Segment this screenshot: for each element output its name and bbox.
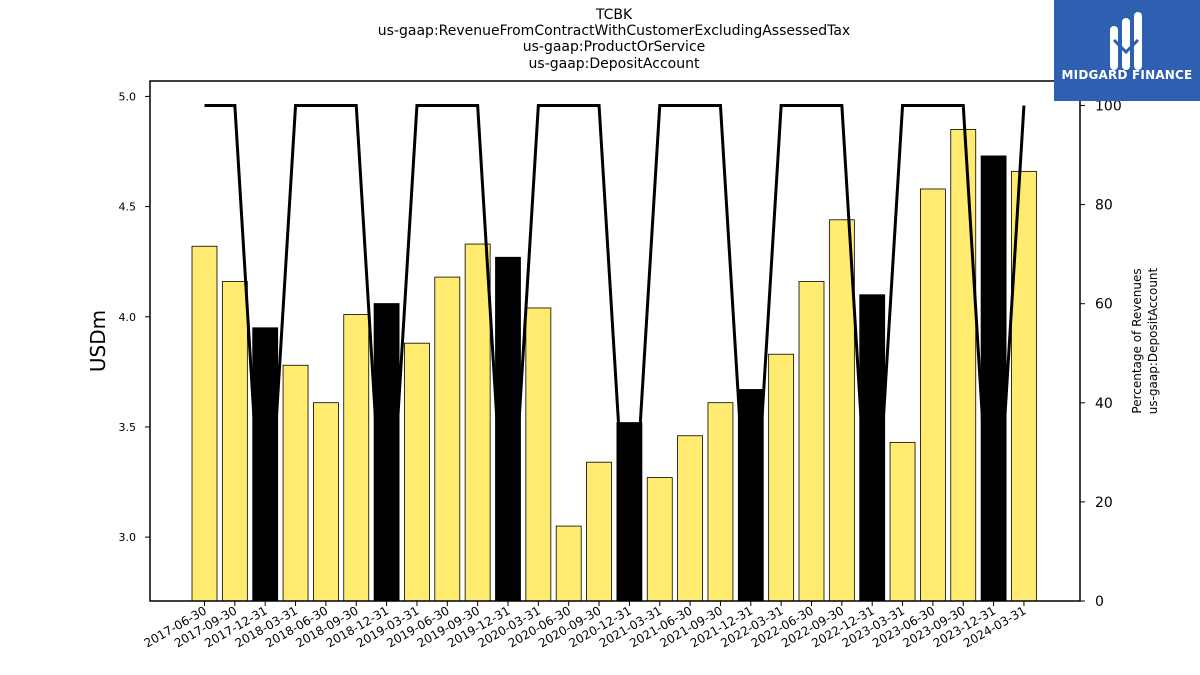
bar <box>950 129 977 602</box>
bar <box>737 389 764 602</box>
y2-tick-label: 40 <box>1095 396 1113 412</box>
y-tick-label: 4.5 <box>119 201 137 214</box>
bar <box>828 219 855 602</box>
y-axis-label: USDm <box>86 310 110 372</box>
midgard-finance-logo: MIDGARD FINANCE <box>1054 0 1200 101</box>
logo-text: MIDGARD FINANCE <box>1061 68 1193 82</box>
bar <box>282 364 309 602</box>
bar <box>221 281 248 602</box>
y2-tick-label: 100 <box>1095 99 1122 115</box>
chart-title-line-1: TCBK <box>595 7 633 23</box>
y-tick-label: 3.0 <box>119 531 137 544</box>
percentage-line <box>204 104 1026 602</box>
bar <box>920 188 946 602</box>
axes-layer: 3.03.54.04.55.00204060801002017-06-30201… <box>119 90 1122 650</box>
y2-tick-label: 0 <box>1095 594 1104 610</box>
bar <box>464 243 491 602</box>
bar <box>343 314 370 602</box>
y2-tick-label: 60 <box>1095 297 1113 313</box>
chart-title-line-4: us-gaap:DepositAccount <box>528 56 700 72</box>
y2-tick-label: 20 <box>1095 495 1113 511</box>
bar <box>191 245 218 602</box>
bar <box>646 477 673 602</box>
bar <box>434 276 461 602</box>
chart-title-line-3: us-gaap:ProductOrService <box>522 39 706 55</box>
bar <box>312 402 339 602</box>
logo-mark-icon <box>1110 12 1142 70</box>
bar <box>980 155 1007 602</box>
bar <box>768 353 795 602</box>
bar <box>707 402 734 602</box>
bar <box>586 461 612 602</box>
bar <box>889 441 916 602</box>
bar <box>798 281 825 602</box>
bar <box>677 435 703 602</box>
plot-frame <box>149 80 1081 602</box>
bar <box>525 307 552 602</box>
chart-title-line-2: us-gaap:RevenueFromContractWithCustomerE… <box>377 23 851 39</box>
y-tick-label: 3.5 <box>119 421 137 434</box>
bar <box>555 525 582 602</box>
bar <box>404 342 430 602</box>
bar <box>495 256 521 602</box>
bars-layer <box>191 129 1037 602</box>
y2-tick-label: 80 <box>1095 198 1113 214</box>
y2-axis-label-line-2: us-gaap:DepositAccount <box>1146 267 1160 414</box>
y-tick-label: 5.0 <box>119 90 137 103</box>
line-layer <box>204 104 1026 602</box>
y-tick-label: 4.0 <box>119 311 137 324</box>
y2-axis-label-line-1: Percentage of Revenues <box>1130 268 1144 413</box>
